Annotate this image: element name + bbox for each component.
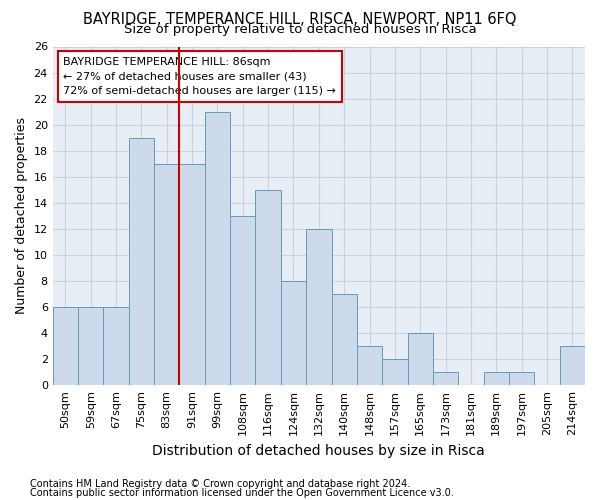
Bar [205,112,230,386]
Bar [560,346,585,386]
Bar [382,359,407,386]
Text: Contains public sector information licensed under the Open Government Licence v3: Contains public sector information licen… [30,488,454,498]
Bar [78,307,103,386]
Bar [53,307,78,386]
Bar [332,294,357,386]
Bar [230,216,256,386]
Text: BAYRIDGE TEMPERANCE HILL: 86sqm
← 27% of detached houses are smaller (43)
72% of: BAYRIDGE TEMPERANCE HILL: 86sqm ← 27% of… [64,56,336,96]
Bar [433,372,458,386]
Bar [509,372,535,386]
Bar [256,190,281,386]
Text: Size of property relative to detached houses in Risca: Size of property relative to detached ho… [124,22,476,36]
Y-axis label: Number of detached properties: Number of detached properties [15,118,28,314]
Bar [129,138,154,386]
Bar [281,281,306,386]
Text: BAYRIDGE, TEMPERANCE HILL, RISCA, NEWPORT, NP11 6FQ: BAYRIDGE, TEMPERANCE HILL, RISCA, NEWPOR… [83,12,517,28]
Text: Contains HM Land Registry data © Crown copyright and database right 2024.: Contains HM Land Registry data © Crown c… [30,479,410,489]
Bar [484,372,509,386]
Bar [357,346,382,386]
Bar [103,307,129,386]
X-axis label: Distribution of detached houses by size in Risca: Distribution of detached houses by size … [152,444,485,458]
Bar [306,229,332,386]
Bar [407,333,433,386]
Bar [154,164,179,386]
Bar [179,164,205,386]
